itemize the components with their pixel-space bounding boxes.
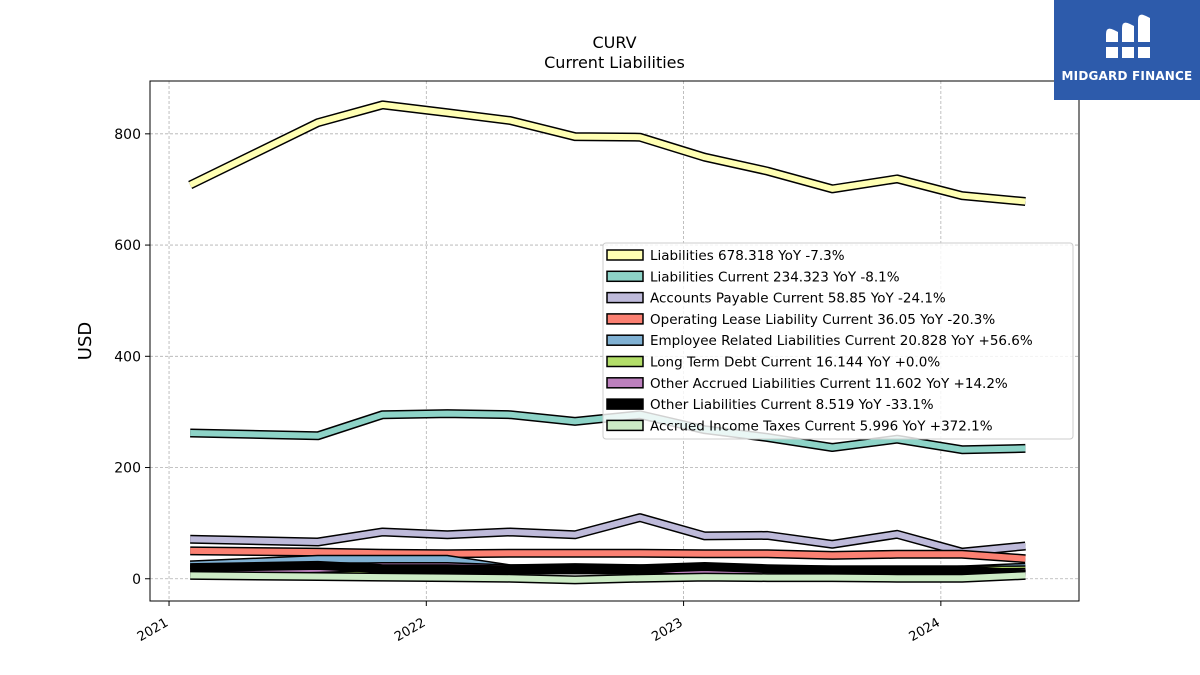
- x-tick-label: 2023: [649, 615, 685, 645]
- series-stroke: [188, 101, 1026, 205]
- series-line: [190, 513, 1026, 557]
- series-line: [190, 570, 1026, 585]
- legend-swatch: [606, 377, 644, 389]
- series-outline: [188, 100, 1026, 206]
- y-tick-label: 200: [114, 461, 141, 477]
- y-tick-label: 800: [114, 127, 141, 143]
- y-tick-label: 0: [132, 572, 141, 588]
- legend-swatch: [606, 249, 644, 261]
- series-line: [188, 100, 1026, 206]
- legend-swatch: [606, 291, 644, 304]
- chart-subtitle: Current Liabilities: [544, 53, 685, 72]
- y-tick-label: 600: [114, 238, 141, 254]
- chart-title: CURV: [592, 33, 637, 52]
- series-stroke: [190, 572, 1026, 583]
- logo-text: MIDGARD FINANCE: [1061, 69, 1193, 83]
- x-tick-label: 2021: [135, 615, 171, 645]
- x-tick-label: 2022: [392, 615, 428, 645]
- series-line: [190, 546, 1026, 564]
- legend-label: Liabilities 678.318 YoY -7.3%: [650, 248, 845, 264]
- legend: Liabilities 678.318 YoY -7.3% Liabilities…: [602, 242, 1074, 440]
- legend-label: Liabilities Current 234.323 YoY -8.1%: [650, 269, 900, 285]
- legend-label: Other Liabilities Current 8.519 YoY -33.…: [650, 397, 934, 413]
- legend-label: Employee Related Liabilities Current 20.…: [650, 333, 1033, 349]
- logo-mark-icon: [1106, 14, 1150, 59]
- series-stroke: [190, 514, 1026, 556]
- series-line: [190, 560, 1026, 579]
- x-tick-label: 2024: [907, 615, 943, 645]
- legend-swatch: [606, 334, 644, 346]
- legend-label: Accrued Income Taxes Current 5.996 YoY +…: [650, 418, 993, 434]
- series-stroke: [190, 547, 1026, 562]
- legend-swatch: [606, 355, 644, 368]
- legend-swatch: [606, 313, 644, 325]
- y-axis-label: USD: [75, 322, 96, 360]
- legend-swatch: [606, 419, 644, 432]
- legend-label: Other Accrued Liabilities Current 11.602…: [650, 376, 1008, 392]
- brand-logo: MIDGARD FINANCE: [1054, 0, 1200, 100]
- y-tick-label: 400: [114, 349, 141, 365]
- legend-swatch: [606, 398, 644, 410]
- legend-label: Long Term Debt Current 16.144 YoY +0.0%: [650, 355, 940, 371]
- legend-swatch: [606, 270, 644, 283]
- legend-box: [602, 242, 1074, 440]
- legend-label: Accounts Payable Current 58.85 YoY -24.1…: [650, 291, 946, 307]
- series-stroke: [190, 562, 1026, 577]
- plot-frame: [149, 80, 1080, 602]
- legend-label: Operating Lease Liability Current 36.05 …: [650, 312, 995, 328]
